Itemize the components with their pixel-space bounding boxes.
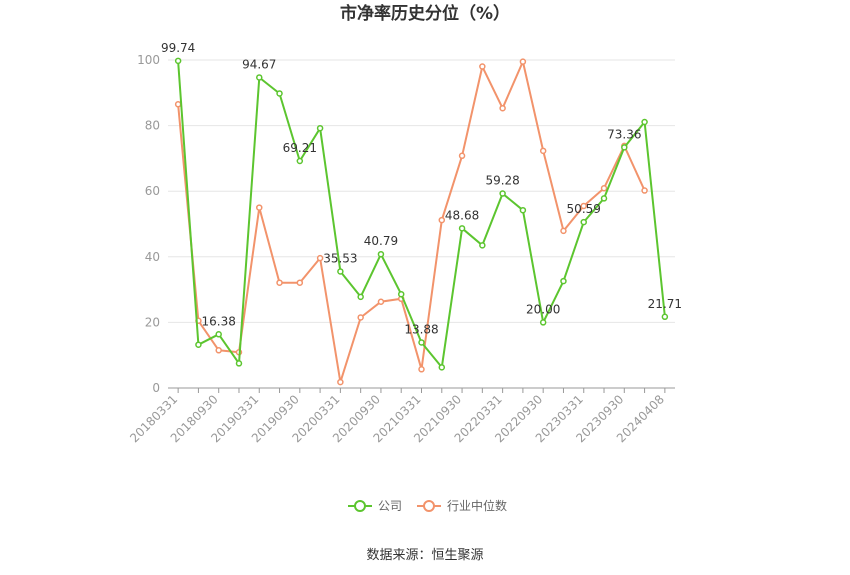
data-label: 99.74	[161, 41, 195, 55]
data-point[interactable]	[235, 360, 243, 367]
data-point[interactable]	[641, 118, 648, 126]
y-tick-label: 100	[137, 53, 160, 67]
data-point[interactable]	[519, 206, 527, 214]
data-point[interactable]	[174, 101, 182, 108]
data-point[interactable]	[397, 290, 405, 298]
data-label: 69.21	[283, 141, 317, 155]
data-point[interactable]	[600, 195, 608, 202]
data-point[interactable]	[539, 147, 547, 155]
data-point[interactable]	[296, 157, 304, 165]
legend-marker	[354, 500, 366, 512]
data-point[interactable]	[641, 187, 648, 194]
data-point[interactable]	[580, 218, 587, 226]
data-point[interactable]	[357, 293, 364, 301]
data-point[interactable]	[580, 202, 587, 210]
data-label: 16.38	[202, 314, 236, 328]
data-point[interactable]	[195, 341, 202, 348]
data-point[interactable]	[215, 331, 222, 338]
data-point[interactable]	[479, 242, 486, 249]
y-tick-label: 60	[145, 184, 160, 198]
data-point[interactable]	[621, 144, 628, 151]
data-point[interactable]	[337, 268, 344, 275]
legend-label: 行业中位数	[447, 498, 507, 513]
data-point[interactable]	[215, 347, 222, 354]
data-point[interactable]	[296, 279, 304, 286]
y-tick-label: 20	[145, 315, 160, 329]
y-tick-label: 80	[145, 119, 160, 133]
data-point[interactable]	[458, 225, 466, 232]
data-point[interactable]	[479, 63, 486, 70]
data-point[interactable]	[316, 124, 324, 132]
legend-marker	[423, 500, 435, 512]
data-label: 73.36	[607, 127, 641, 141]
legend[interactable]: 公司 行业中位数	[348, 498, 507, 513]
data-label: 48.68	[445, 208, 479, 222]
data-point[interactable]	[519, 58, 527, 65]
data-label: 20.00	[526, 302, 560, 316]
series-line-1	[177, 60, 646, 384]
data-point[interactable]	[276, 90, 283, 97]
data-point[interactable]	[377, 250, 385, 258]
data-label: 21.71	[648, 297, 682, 311]
data-point[interactable]	[438, 364, 446, 371]
data-point[interactable]	[357, 314, 364, 321]
data-point[interactable]	[174, 57, 182, 65]
data-point[interactable]	[316, 254, 324, 262]
data-label: 13.88	[404, 322, 438, 336]
data-label: 59.28	[485, 174, 519, 188]
data-label: 40.79	[364, 234, 398, 248]
legend-item-0[interactable]: 公司	[348, 499, 402, 513]
data-labels: 99.74 16.38 94.67 69.21 35.53 40.79 13.88 48.68…	[161, 41, 682, 337]
data-point[interactable]	[539, 319, 547, 326]
data-point[interactable]	[499, 190, 506, 197]
legend-item-1[interactable]: 行业中位数	[417, 498, 507, 513]
data-point[interactable]	[377, 298, 385, 305]
data-point[interactable]	[256, 204, 263, 211]
data-label: 94.67	[242, 57, 276, 71]
axes: 0204060801002018033120180930201903312019…	[127, 53, 675, 445]
data-point[interactable]	[418, 366, 425, 373]
y-tick-label: 0	[152, 381, 160, 395]
data-point[interactable]	[600, 184, 608, 192]
y-tick-label: 40	[145, 250, 160, 264]
data-label: 35.53	[323, 251, 357, 265]
data-point[interactable]	[560, 227, 567, 235]
data-label: 50.59	[567, 202, 601, 216]
data-point[interactable]	[418, 339, 425, 346]
data-point[interactable]	[499, 104, 506, 112]
data-point[interactable]	[458, 152, 466, 160]
data-point[interactable]	[337, 378, 344, 386]
legend-label: 公司	[378, 499, 402, 513]
source-note: 数据来源：恒生聚源	[366, 548, 483, 563]
series-layer	[174, 57, 669, 386]
data-point[interactable]	[438, 216, 446, 224]
data-point[interactable]	[560, 277, 567, 285]
data-point[interactable]	[256, 74, 263, 81]
chart-title: 市净率历史分位（%）	[340, 3, 510, 24]
data-point[interactable]	[661, 313, 669, 321]
data-point[interactable]	[276, 279, 283, 286]
